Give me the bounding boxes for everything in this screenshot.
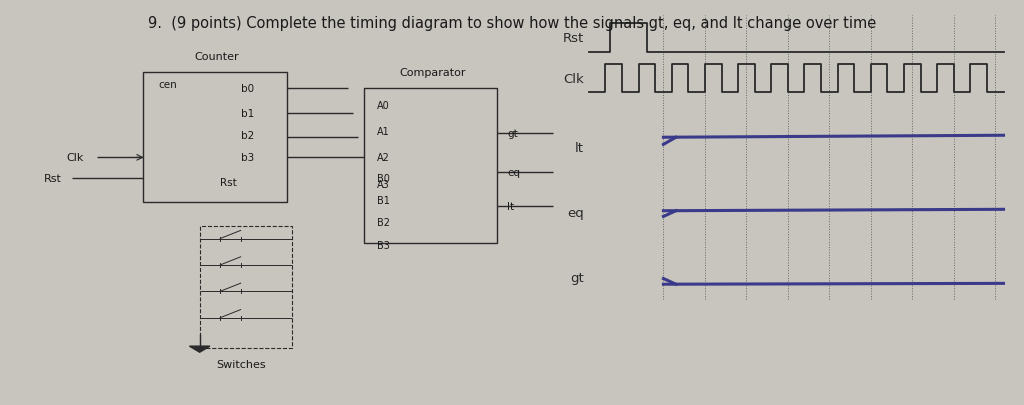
Text: A1: A1 [377,127,389,136]
Text: B2: B2 [377,218,390,228]
Text: Rst: Rst [44,173,61,183]
Text: Clk: Clk [67,153,84,163]
Text: eq: eq [507,167,520,177]
Text: b2: b2 [241,131,254,141]
Text: B0: B0 [377,173,390,183]
Text: 9.  (9 points) Complete the timing diagram to show how the signals gt, eq, and l: 9. (9 points) Complete the timing diagra… [147,16,877,31]
Text: B1: B1 [377,196,390,205]
Text: B3: B3 [377,240,390,250]
Text: eq: eq [567,206,584,219]
Text: cen: cen [159,80,177,90]
Text: Rst: Rst [562,32,584,45]
Text: gt: gt [570,271,584,284]
Text: gt: gt [507,129,517,139]
Text: lt: lt [507,202,514,211]
Bar [143,73,287,202]
Bar [364,89,497,243]
Text: b1: b1 [241,109,254,118]
Text: A2: A2 [377,153,390,163]
Bar [200,227,292,348]
Polygon shape [189,346,210,352]
Text: b0: b0 [241,84,254,94]
Text: Rst: Rst [220,177,237,187]
Text: Switches: Switches [216,360,265,369]
Text: Comparator: Comparator [399,68,466,78]
Text: b3: b3 [241,153,254,163]
Text: Clk: Clk [563,72,584,85]
Text: A0: A0 [377,100,389,110]
Text: A3: A3 [377,179,389,189]
Text: Counter: Counter [195,52,240,62]
Text: lt: lt [574,141,584,154]
